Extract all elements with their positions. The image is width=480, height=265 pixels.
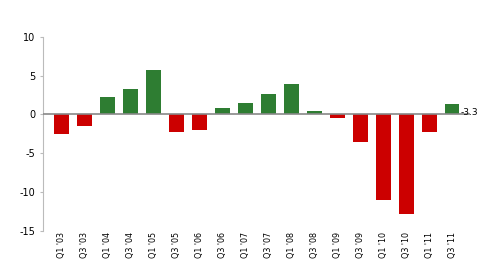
Bar	[54, 114, 69, 134]
Bar	[261, 94, 276, 114]
Bar	[215, 108, 230, 114]
Bar	[123, 89, 138, 114]
Bar	[169, 114, 184, 132]
Bar	[100, 97, 115, 114]
Bar	[238, 103, 253, 114]
Bar	[398, 114, 414, 214]
Bar	[192, 114, 207, 130]
Bar	[353, 114, 368, 142]
Bar	[376, 114, 391, 200]
Bar	[421, 114, 436, 132]
Bar	[330, 114, 345, 118]
Text: -3.3: -3.3	[460, 108, 478, 117]
Bar	[146, 70, 161, 114]
Text: Spread Between % of Companies Raising vs. Lowering Guidance: Spread Between % of Companies Raising vs…	[31, 11, 449, 24]
Bar	[77, 114, 92, 126]
Bar	[444, 104, 459, 114]
Bar	[284, 83, 299, 114]
Bar	[307, 111, 322, 114]
